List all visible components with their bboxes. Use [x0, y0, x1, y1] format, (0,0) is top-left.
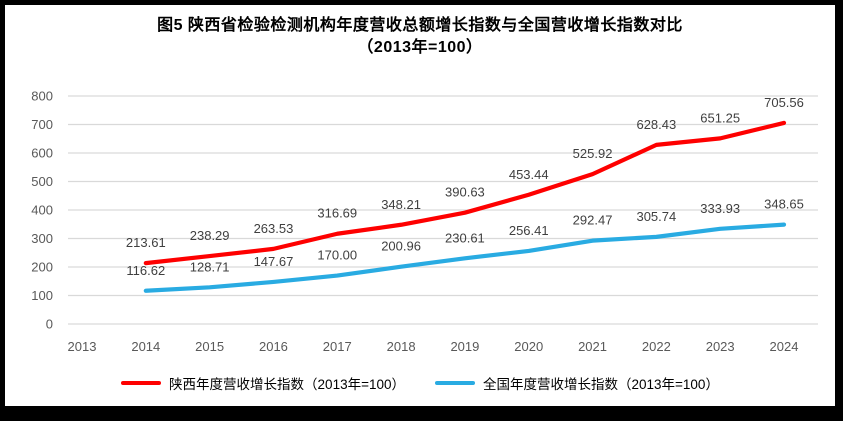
- data-label: 453.44: [509, 167, 549, 182]
- data-label: 213.61: [126, 235, 166, 250]
- data-label: 348.21: [381, 197, 421, 212]
- legend-swatch-shaanxi: [121, 380, 162, 386]
- data-label: 305.74: [636, 209, 676, 224]
- data-label: 230.61: [445, 230, 485, 245]
- data-label: 628.43: [636, 117, 676, 132]
- legend-swatch-national: [435, 380, 475, 386]
- legend-label-national: 全国年度营收增长指数（2013年=100）: [483, 377, 719, 392]
- data-label: 200.96: [381, 239, 421, 254]
- chart-subtitle: （2013年=100）: [357, 39, 483, 56]
- data-label: 116.62: [126, 263, 165, 278]
- legend-item-national: 全国年度营收增长指数（2013年=100）: [435, 373, 719, 393]
- x-axis-tick-label: 2016: [259, 339, 288, 354]
- chart-title-block: 图5 陕西省检验检测机构年度营收总额增长指数与全国营收增长指数对比 （2013年…: [5, 15, 835, 59]
- x-axis-tick-label: 2014: [131, 339, 160, 354]
- series-line-national: [143, 222, 787, 293]
- data-label: 525.92: [573, 146, 613, 161]
- chart-title: 图5 陕西省检验检测机构年度营收总额增长指数与全国营收增长指数对比: [157, 17, 683, 34]
- data-label: 238.29: [190, 228, 230, 243]
- data-label: 316.69: [317, 206, 357, 221]
- data-label: 147.67: [254, 254, 294, 269]
- y-axis-tick-label: 600: [31, 146, 53, 161]
- y-axis-tick-label: 0: [46, 317, 53, 332]
- y-axis-tick-label: 100: [31, 288, 53, 303]
- data-label: 333.93: [700, 201, 740, 216]
- chart-legend: 陕西年度营收增长指数（2013年=100） 全国年度营收增长指数（2013年=1…: [5, 373, 835, 393]
- data-label: 705.56: [764, 95, 804, 110]
- data-label: 292.47: [573, 213, 613, 228]
- plot-area: 0 100 200 300 400 500 600 700 800 2013 2014 2015 201…: [31, 89, 818, 354]
- data-label: 390.63: [445, 185, 485, 200]
- y-axis-tick-label: 500: [31, 174, 53, 189]
- y-axis-tick-label: 400: [31, 203, 53, 218]
- data-label: 128.71: [190, 259, 230, 274]
- legend-item-shaanxi: 陕西年度营收增长指数（2013年=100）: [121, 373, 405, 393]
- y-axis-tick-label: 800: [31, 89, 53, 104]
- data-label: 651.25: [700, 110, 740, 125]
- x-axis-tick-label: 2015: [195, 339, 224, 354]
- x-axis-tick-label: 2020: [514, 339, 543, 354]
- x-axis-tick-label: 2018: [387, 339, 416, 354]
- x-axis-tick-label: 2024: [770, 339, 799, 354]
- y-axis-tick-label: 200: [31, 260, 53, 275]
- data-label: 263.53: [254, 221, 294, 236]
- y-axis-tick-label: 300: [31, 231, 53, 246]
- x-axis-tick-label: 2017: [323, 339, 352, 354]
- series-line-shaanxi: [143, 120, 787, 266]
- data-label: 170.00: [317, 248, 357, 263]
- data-label: 348.65: [764, 197, 804, 212]
- x-axis-tick-label: 2021: [578, 339, 607, 354]
- x-axis-tick-label: 2013: [68, 339, 97, 354]
- x-axis-tick-label: 2023: [706, 339, 735, 354]
- data-label: 256.41: [509, 223, 549, 238]
- legend-label-shaanxi: 陕西年度营收增长指数（2013年=100）: [169, 377, 405, 392]
- x-axis-tick-label: 2019: [450, 339, 479, 354]
- y-axis-tick-label: 700: [31, 117, 53, 132]
- x-axis-tick-label: 2022: [642, 339, 671, 354]
